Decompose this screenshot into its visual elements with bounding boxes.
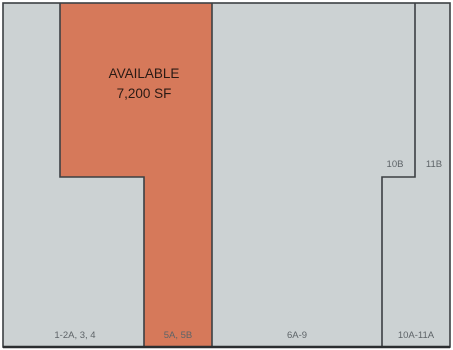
availability-status: AVAILABLE [108, 66, 180, 81]
wall-unit-1-5 [59, 3, 145, 347]
unit-label-5a-5b: 5A, 5B [163, 330, 193, 341]
available-unit-shape[interactable] [60, 3, 212, 347]
unit-label-6a-9: 6A-9 [286, 330, 308, 341]
available-area: 7,200 SF [116, 86, 172, 101]
unit-label-10a-11a: 10A-11A [397, 330, 435, 341]
wall-unit-6-10 [381, 3, 416, 347]
unit-label-11b: 11B [425, 159, 443, 170]
unit-label-10b: 10B [386, 159, 404, 170]
available-callout: AVAILABLE 7,200 SF [60, 64, 228, 104]
unit-label-1-2a-3-4: 1-2A, 3, 4 [54, 330, 96, 341]
